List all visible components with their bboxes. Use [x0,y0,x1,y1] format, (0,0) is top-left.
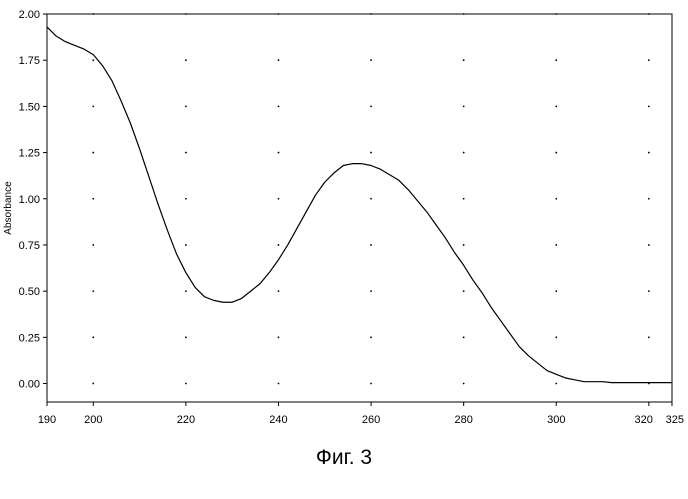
grid-dot [370,290,372,292]
grid-dot [648,198,650,200]
y-tick-label: 2.00 [19,9,40,21]
grid-dot [92,290,94,292]
grid-dot [92,105,94,107]
x-tick-label: 320 [634,414,652,426]
grid-dot [185,244,187,246]
y-tick-label: 1.25 [19,148,40,160]
grid-dot [463,244,465,246]
y-tick-label: 0.00 [19,379,40,391]
grid-dot [278,290,280,292]
grid-dot [278,336,280,338]
grid-dot [370,152,372,154]
figure-caption: Фиг. 3 [0,446,688,470]
grid-dot [370,336,372,338]
grid-dot [278,152,280,154]
grid-dot [555,152,557,154]
y-tick-label: 1.50 [19,101,40,113]
absorbance-series-line [47,27,672,383]
grid-dot [185,290,187,292]
grid-dot [555,59,557,61]
grid-dot [463,290,465,292]
grid-dot [463,105,465,107]
grid-dot [370,383,372,385]
grid-dot [463,336,465,338]
grid-dot [648,105,650,107]
y-tick-label: 0.50 [19,286,40,298]
y-tick-label: 0.75 [19,240,40,252]
grid-dot [92,336,94,338]
grid-dot [92,152,94,154]
y-tick-label: 0.25 [19,332,40,344]
grid-dot [185,105,187,107]
grid-dot [463,59,465,61]
grid-dot [648,244,650,246]
x-tick-label: 200 [84,414,102,426]
x-tick-label: 220 [177,414,195,426]
grid-dot [370,59,372,61]
grid-dot [92,244,94,246]
grid-dot [463,383,465,385]
grid-dot [370,244,372,246]
grid-dot [278,59,280,61]
x-axis: 190 200 220 240 260 280 300 320 325 [38,402,684,426]
y-tick-label: 1.00 [19,194,40,206]
grid-dot [278,198,280,200]
grid-dot [278,105,280,107]
grid-dot [185,336,187,338]
grid-dot [92,383,94,385]
grid-dot [92,59,94,61]
y-axis-title: Absorbance [3,181,14,235]
plot-frame [47,14,672,402]
x-tick-label: 190 [38,414,56,426]
y-axis: 0.00 0.25 0.50 0.75 1.00 1.25 1.50 1.75 2.00 [19,9,47,391]
x-tick-label: 280 [454,414,472,426]
grid-dot [463,152,465,154]
x-tick-label: 325 [666,414,684,426]
grid-dot [648,290,650,292]
grid-dots [92,13,649,384]
grid-dot [463,198,465,200]
grid-dot [370,198,372,200]
grid-dot [555,336,557,338]
grid-dot [278,383,280,385]
grid-dot [185,383,187,385]
y-tick-label: 1.75 [19,55,40,67]
series-layer [47,27,672,383]
grid-dot [555,105,557,107]
grid-dot [185,59,187,61]
x-tick-label: 260 [362,414,380,426]
grid-dot [370,105,372,107]
grid-dot [648,152,650,154]
grid-dot [555,244,557,246]
grid-dot [278,244,280,246]
x-tick-label: 240 [269,414,287,426]
grid-dot [648,336,650,338]
grid-dot [92,198,94,200]
grid-dot [555,383,557,385]
grid-dot [185,198,187,200]
grid-dot [648,59,650,61]
grid-dot [555,198,557,200]
grid-dot [555,290,557,292]
x-tick-label: 300 [547,414,565,426]
grid-dot [185,152,187,154]
